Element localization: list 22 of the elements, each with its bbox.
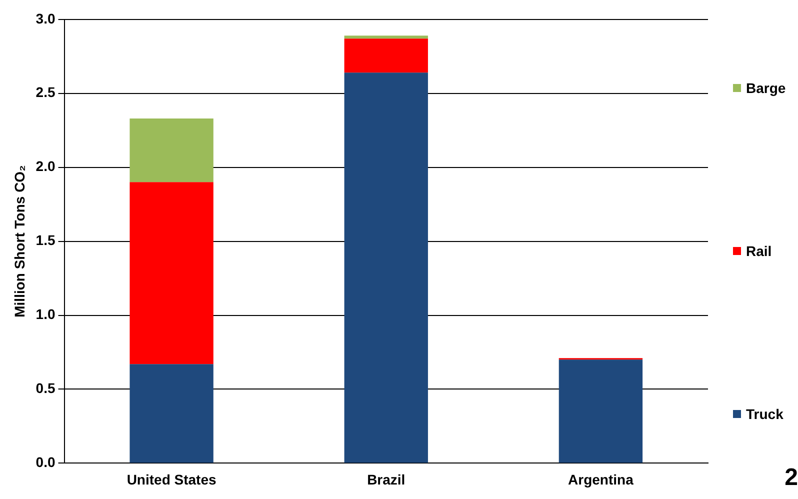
bar	[130, 118, 214, 182]
y-tick-label: 3.0	[36, 10, 56, 26]
y-tick-label: 1.0	[36, 306, 56, 322]
bar	[344, 36, 428, 39]
y-axis-title: Million Short Tons CO₂	[11, 165, 28, 318]
legend-label: Rail	[746, 243, 772, 259]
x-tick-label: Brazil	[367, 471, 406, 488]
x-tick-label: Argentina	[568, 471, 634, 488]
legend-label: Barge	[746, 80, 786, 96]
y-tick-label: 1.5	[36, 232, 56, 248]
bar	[344, 38, 428, 73]
legend-label: Truck	[746, 406, 784, 422]
bar	[344, 72, 428, 463]
bar	[558, 360, 643, 463]
text: 2	[784, 464, 798, 492]
y-tick-label: 0.0	[36, 454, 56, 470]
y-tick-label: 0.5	[36, 380, 56, 396]
y-tick-label: 2.5	[36, 84, 56, 100]
bar	[130, 182, 214, 364]
x-tick-label: United States	[126, 471, 216, 488]
y-tick-label: 2.0	[36, 158, 56, 174]
bar	[130, 364, 214, 463]
